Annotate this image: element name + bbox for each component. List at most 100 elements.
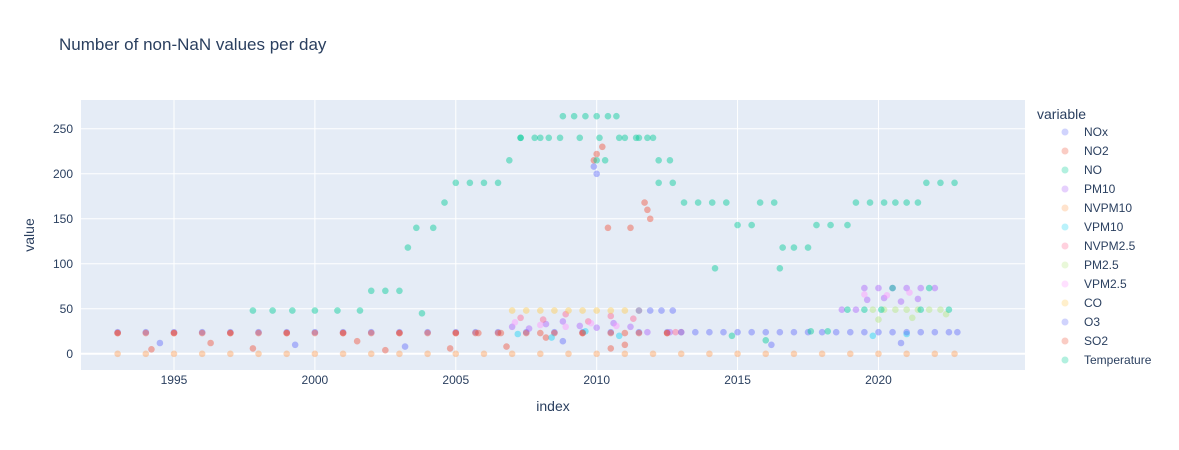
data-point xyxy=(880,306,888,314)
data-point xyxy=(367,329,375,337)
data-point xyxy=(401,343,409,350)
data-point xyxy=(404,244,412,251)
data-point xyxy=(289,307,296,314)
data-point xyxy=(424,329,431,337)
data-point xyxy=(339,329,347,337)
legend-label: Temperature xyxy=(1084,353,1152,367)
legend-item[interactable]: NVPM2.5 xyxy=(1061,239,1136,253)
data-point xyxy=(604,224,612,232)
legend-marker xyxy=(1061,356,1069,364)
data-point xyxy=(677,350,685,358)
legend-marker xyxy=(1061,242,1069,250)
legend-item[interactable]: VPM2.5 xyxy=(1061,277,1128,291)
data-point xyxy=(522,329,530,337)
legend-item[interactable]: NOx xyxy=(1061,125,1109,139)
data-point xyxy=(908,314,916,322)
data-point xyxy=(551,307,558,314)
data-point xyxy=(694,199,702,206)
legend-item[interactable]: PM2.5 xyxy=(1061,258,1120,272)
data-point xyxy=(655,179,662,187)
data-point xyxy=(170,329,178,337)
data-point xyxy=(607,307,615,314)
data-point xyxy=(917,306,925,314)
data-point xyxy=(562,310,569,318)
data-point xyxy=(452,329,460,337)
data-point xyxy=(452,328,460,336)
data-point xyxy=(339,350,347,358)
series-pm2-5 xyxy=(869,306,950,323)
data-point xyxy=(931,350,939,358)
data-point xyxy=(917,328,925,336)
legend-item[interactable]: CO xyxy=(1061,296,1103,310)
data-point xyxy=(768,341,775,349)
data-point xyxy=(658,307,665,314)
x-tick-label: 2020 xyxy=(865,373,892,387)
data-point xyxy=(663,328,671,336)
data-point xyxy=(198,350,206,358)
data-point xyxy=(227,329,234,337)
data-point xyxy=(494,179,502,187)
data-point xyxy=(424,328,431,336)
legend-item[interactable]: Temperature xyxy=(1061,353,1152,367)
data-point xyxy=(635,307,643,314)
data-point xyxy=(508,307,516,314)
data-point xyxy=(632,134,640,142)
data-point xyxy=(937,179,944,187)
data-point xyxy=(508,350,516,358)
legend-item[interactable]: SO2 xyxy=(1061,334,1109,348)
data-point xyxy=(646,307,654,314)
data-point xyxy=(875,316,882,323)
data-point xyxy=(708,199,716,206)
data-point xyxy=(339,328,347,336)
data-point xyxy=(396,287,403,295)
data-point xyxy=(593,324,600,332)
y-axis-title: value xyxy=(21,218,37,252)
legend-label: O3 xyxy=(1084,315,1100,329)
data-point xyxy=(734,350,741,358)
legend-item[interactable]: NO2 xyxy=(1061,144,1110,158)
data-point xyxy=(734,221,741,229)
data-point xyxy=(576,322,584,330)
data-point xyxy=(846,328,854,336)
data-point xyxy=(844,306,851,314)
legend-item[interactable]: NO xyxy=(1061,163,1103,177)
data-point xyxy=(559,318,567,325)
data-point xyxy=(452,329,460,337)
data-point xyxy=(824,328,832,335)
data-point xyxy=(762,337,770,344)
data-point xyxy=(818,350,826,358)
data-point xyxy=(861,328,868,336)
data-point xyxy=(593,112,600,120)
data-point xyxy=(517,134,524,142)
legend-label: CO xyxy=(1084,296,1102,310)
data-point xyxy=(537,134,544,142)
data-point xyxy=(517,134,524,142)
y-tick-label: 50 xyxy=(60,302,74,316)
plot-area[interactable] xyxy=(81,100,1025,370)
data-point xyxy=(914,199,922,206)
data-point xyxy=(480,179,488,187)
data-point xyxy=(762,350,770,358)
data-point xyxy=(804,328,812,336)
data-point xyxy=(903,350,910,358)
data-point xyxy=(142,350,150,358)
data-point xyxy=(494,329,502,337)
data-point xyxy=(607,328,615,336)
data-point xyxy=(790,244,798,251)
data-point xyxy=(844,221,851,229)
legend-item[interactable]: NVPM10 xyxy=(1061,201,1133,215)
legend-item[interactable]: PM10 xyxy=(1061,182,1116,196)
data-point xyxy=(663,329,671,337)
data-point xyxy=(579,329,586,337)
data-point xyxy=(525,325,533,332)
legend[interactable]: NOx NO2 NO PM10 NVPM10 VPM10 NVPM2.5 PM2.5 VPM2.… xyxy=(1061,125,1152,367)
data-point xyxy=(382,346,389,354)
data-point xyxy=(531,134,538,142)
legend-item[interactable]: O3 xyxy=(1061,315,1101,329)
legend-item[interactable]: VPM10 xyxy=(1061,220,1124,234)
data-point xyxy=(861,306,868,314)
data-point xyxy=(644,328,651,336)
data-point xyxy=(644,206,651,214)
data-point xyxy=(255,350,262,358)
